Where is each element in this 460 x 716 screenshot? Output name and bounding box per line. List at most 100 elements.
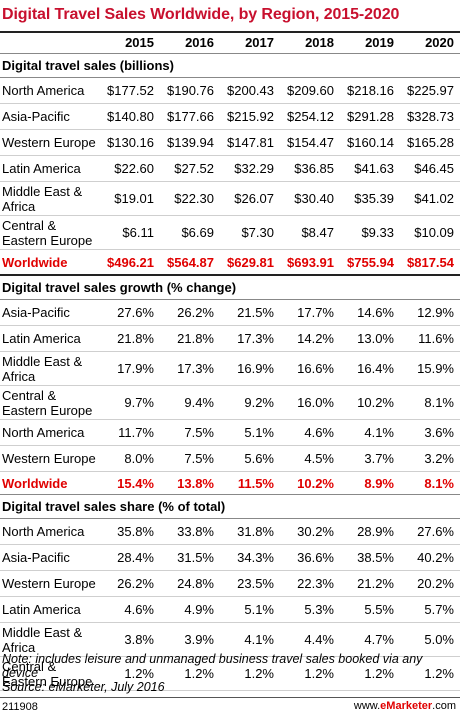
section-heading: Digital travel sales growth (% change): [0, 275, 460, 300]
footer: 211908 www.eMarketer.com: [0, 699, 460, 715]
table-row: Latin America 21.8% 21.8% 17.3% 14.2% 13.0% 11…: [0, 325, 460, 352]
table-cell: 22.3%: [280, 570, 340, 597]
table-cell: 9.7%: [100, 385, 160, 420]
table-cell: 1.2%: [340, 656, 400, 691]
section-heading-row: Digital travel sales growth (% change): [0, 275, 460, 300]
table-cell: 31.5%: [160, 544, 220, 571]
table-cell: 26.2%: [100, 570, 160, 597]
table-cell: 5.6%: [220, 445, 280, 472]
brand-suffix: .com: [432, 700, 456, 712]
table-row: North America $177.52 $190.76 $200.43 $209.6…: [0, 77, 460, 104]
table-cell: $139.94: [160, 129, 220, 156]
table-cell: $27.52: [160, 155, 220, 182]
table-cell: $160.14: [340, 129, 400, 156]
table-cell: 14.6%: [340, 299, 400, 326]
row-label: Middle East & Africa: [0, 351, 100, 386]
table-row: Western Europe 8.0% 7.5% 5.6% 4.5% 3.7% 3.2%: [0, 445, 460, 472]
table-cell: 13.0%: [340, 325, 400, 352]
table-cell: $26.07: [220, 181, 280, 216]
table-cell: 23.5%: [220, 570, 280, 597]
table-cell: 3.8%: [100, 622, 160, 657]
header-blank: [0, 32, 100, 54]
table-notes: Note: includes leisure and unmanaged bus…: [2, 652, 458, 694]
table-body: Digital travel sales (billions) North Ame…: [0, 53, 460, 691]
table-cell: $177.52: [100, 77, 160, 104]
total-cell: $496.21: [100, 249, 160, 276]
table-row: Asia-Pacific 28.4% 31.5% 34.3% 36.6% 38.5% 40.…: [0, 544, 460, 571]
row-label: Middle East & Africa: [0, 622, 100, 657]
table-cell: 4.9%: [160, 596, 220, 623]
table-cell: $46.45: [400, 155, 460, 182]
worldwide-total-row: Worldwide $496.21 $564.87 $629.81 $693.91 $75…: [0, 249, 460, 276]
table-cell: 5.1%: [220, 596, 280, 623]
table-cell: 17.3%: [160, 351, 220, 386]
table-cell: $6.69: [160, 215, 220, 250]
table-row: Middle East & Africa 3.8% 3.9% 4.1% 4.4% 4.7%…: [0, 622, 460, 657]
table-cell: 30.2%: [280, 518, 340, 545]
row-label: Latin America: [0, 155, 100, 182]
table-cell: 4.1%: [340, 419, 400, 446]
brand-name: eMarketer: [380, 700, 433, 712]
table-cell: 21.8%: [160, 325, 220, 352]
table-row: Middle East & Africa 17.9% 17.3% 16.9% 16.6%…: [0, 351, 460, 386]
table-cell: 15.9%: [400, 351, 460, 386]
total-cell: $693.91: [280, 249, 340, 276]
table-cell: 4.4%: [280, 622, 340, 657]
table-cell: 7.5%: [160, 445, 220, 472]
table-row: Middle East & Africa $19.01 $22.30 $26.07 $3…: [0, 181, 460, 216]
total-cell: $817.54: [400, 249, 460, 276]
table-cell: 5.1%: [220, 419, 280, 446]
table-row: Western Europe $130.16 $139.94 $147.81 $154.…: [0, 129, 460, 156]
table-cell: $32.29: [220, 155, 280, 182]
table-cell: $36.85: [280, 155, 340, 182]
table-row: Latin America $22.60 $27.52 $32.29 $36.85 $41…: [0, 155, 460, 182]
table-cell: $291.28: [340, 103, 400, 130]
table-cell: 4.1%: [220, 622, 280, 657]
table-cell: 9.2%: [220, 385, 280, 420]
row-label: North America: [0, 518, 100, 545]
chart-id: 211908: [2, 701, 38, 713]
column-header: 2019: [340, 32, 400, 54]
table-header: 2015 2016 2017 2018 2019 2020: [0, 32, 460, 54]
row-label: Latin America: [0, 596, 100, 623]
table-cell: 5.3%: [280, 596, 340, 623]
table-cell: 8.1%: [400, 385, 460, 420]
table-cell: 4.5%: [280, 445, 340, 472]
brand-url[interactable]: www.eMarketer.com: [354, 700, 456, 712]
row-label: Western Europe: [0, 445, 100, 472]
sales-table: 2015 2016 2017 2018 2019 2020 Digital tr…: [0, 32, 460, 691]
table-row: Western Europe 26.2% 24.8% 23.5% 22.3% 21.2% 2…: [0, 570, 460, 597]
table-cell: $41.02: [400, 181, 460, 216]
table-cell: $328.73: [400, 103, 460, 130]
table-cell: 4.6%: [280, 419, 340, 446]
row-label: Western Europe: [0, 129, 100, 156]
table-row: Asia-Pacific 27.6% 26.2% 21.5% 17.7% 14.6% 12.…: [0, 299, 460, 326]
table-row: Latin America 4.6% 4.9% 5.1% 5.3% 5.5% 5.7%: [0, 596, 460, 623]
table-cell: $8.47: [280, 215, 340, 250]
table-cell: 28.4%: [100, 544, 160, 571]
row-label: Central & Eastern Europe: [0, 385, 100, 420]
column-header: 2015: [100, 32, 160, 54]
table-cell: $10.09: [400, 215, 460, 250]
section-heading: Digital travel sales (billions): [0, 53, 460, 78]
table-row: North America 35.8% 33.8% 31.8% 30.2% 28.9% 27…: [0, 518, 460, 545]
table-cell: 3.6%: [400, 419, 460, 446]
row-label: North America: [0, 77, 100, 104]
row-label: Central & Eastern Europe: [0, 656, 100, 691]
table-cell: $9.33: [340, 215, 400, 250]
table-cell: 26.2%: [160, 299, 220, 326]
table-cell: 16.0%: [280, 385, 340, 420]
table-cell: 8.0%: [100, 445, 160, 472]
table-cell: 28.9%: [340, 518, 400, 545]
section-heading: Digital travel sales share (% of total): [0, 494, 460, 519]
source-text: Source: eMarketer, July 2016: [2, 680, 165, 694]
worldwide-total-row: Worldwide 15.4% 13.8% 11.5% 10.2% 8.9% 8.1%: [0, 471, 460, 495]
total-cell: $564.87: [160, 249, 220, 276]
table-cell: $200.43: [220, 77, 280, 104]
column-header: 2017: [220, 32, 280, 54]
table-cell: 34.3%: [220, 544, 280, 571]
table-cell: 27.6%: [400, 518, 460, 545]
table-cell: 1.2%: [160, 656, 220, 691]
table-cell: 10.2%: [340, 385, 400, 420]
